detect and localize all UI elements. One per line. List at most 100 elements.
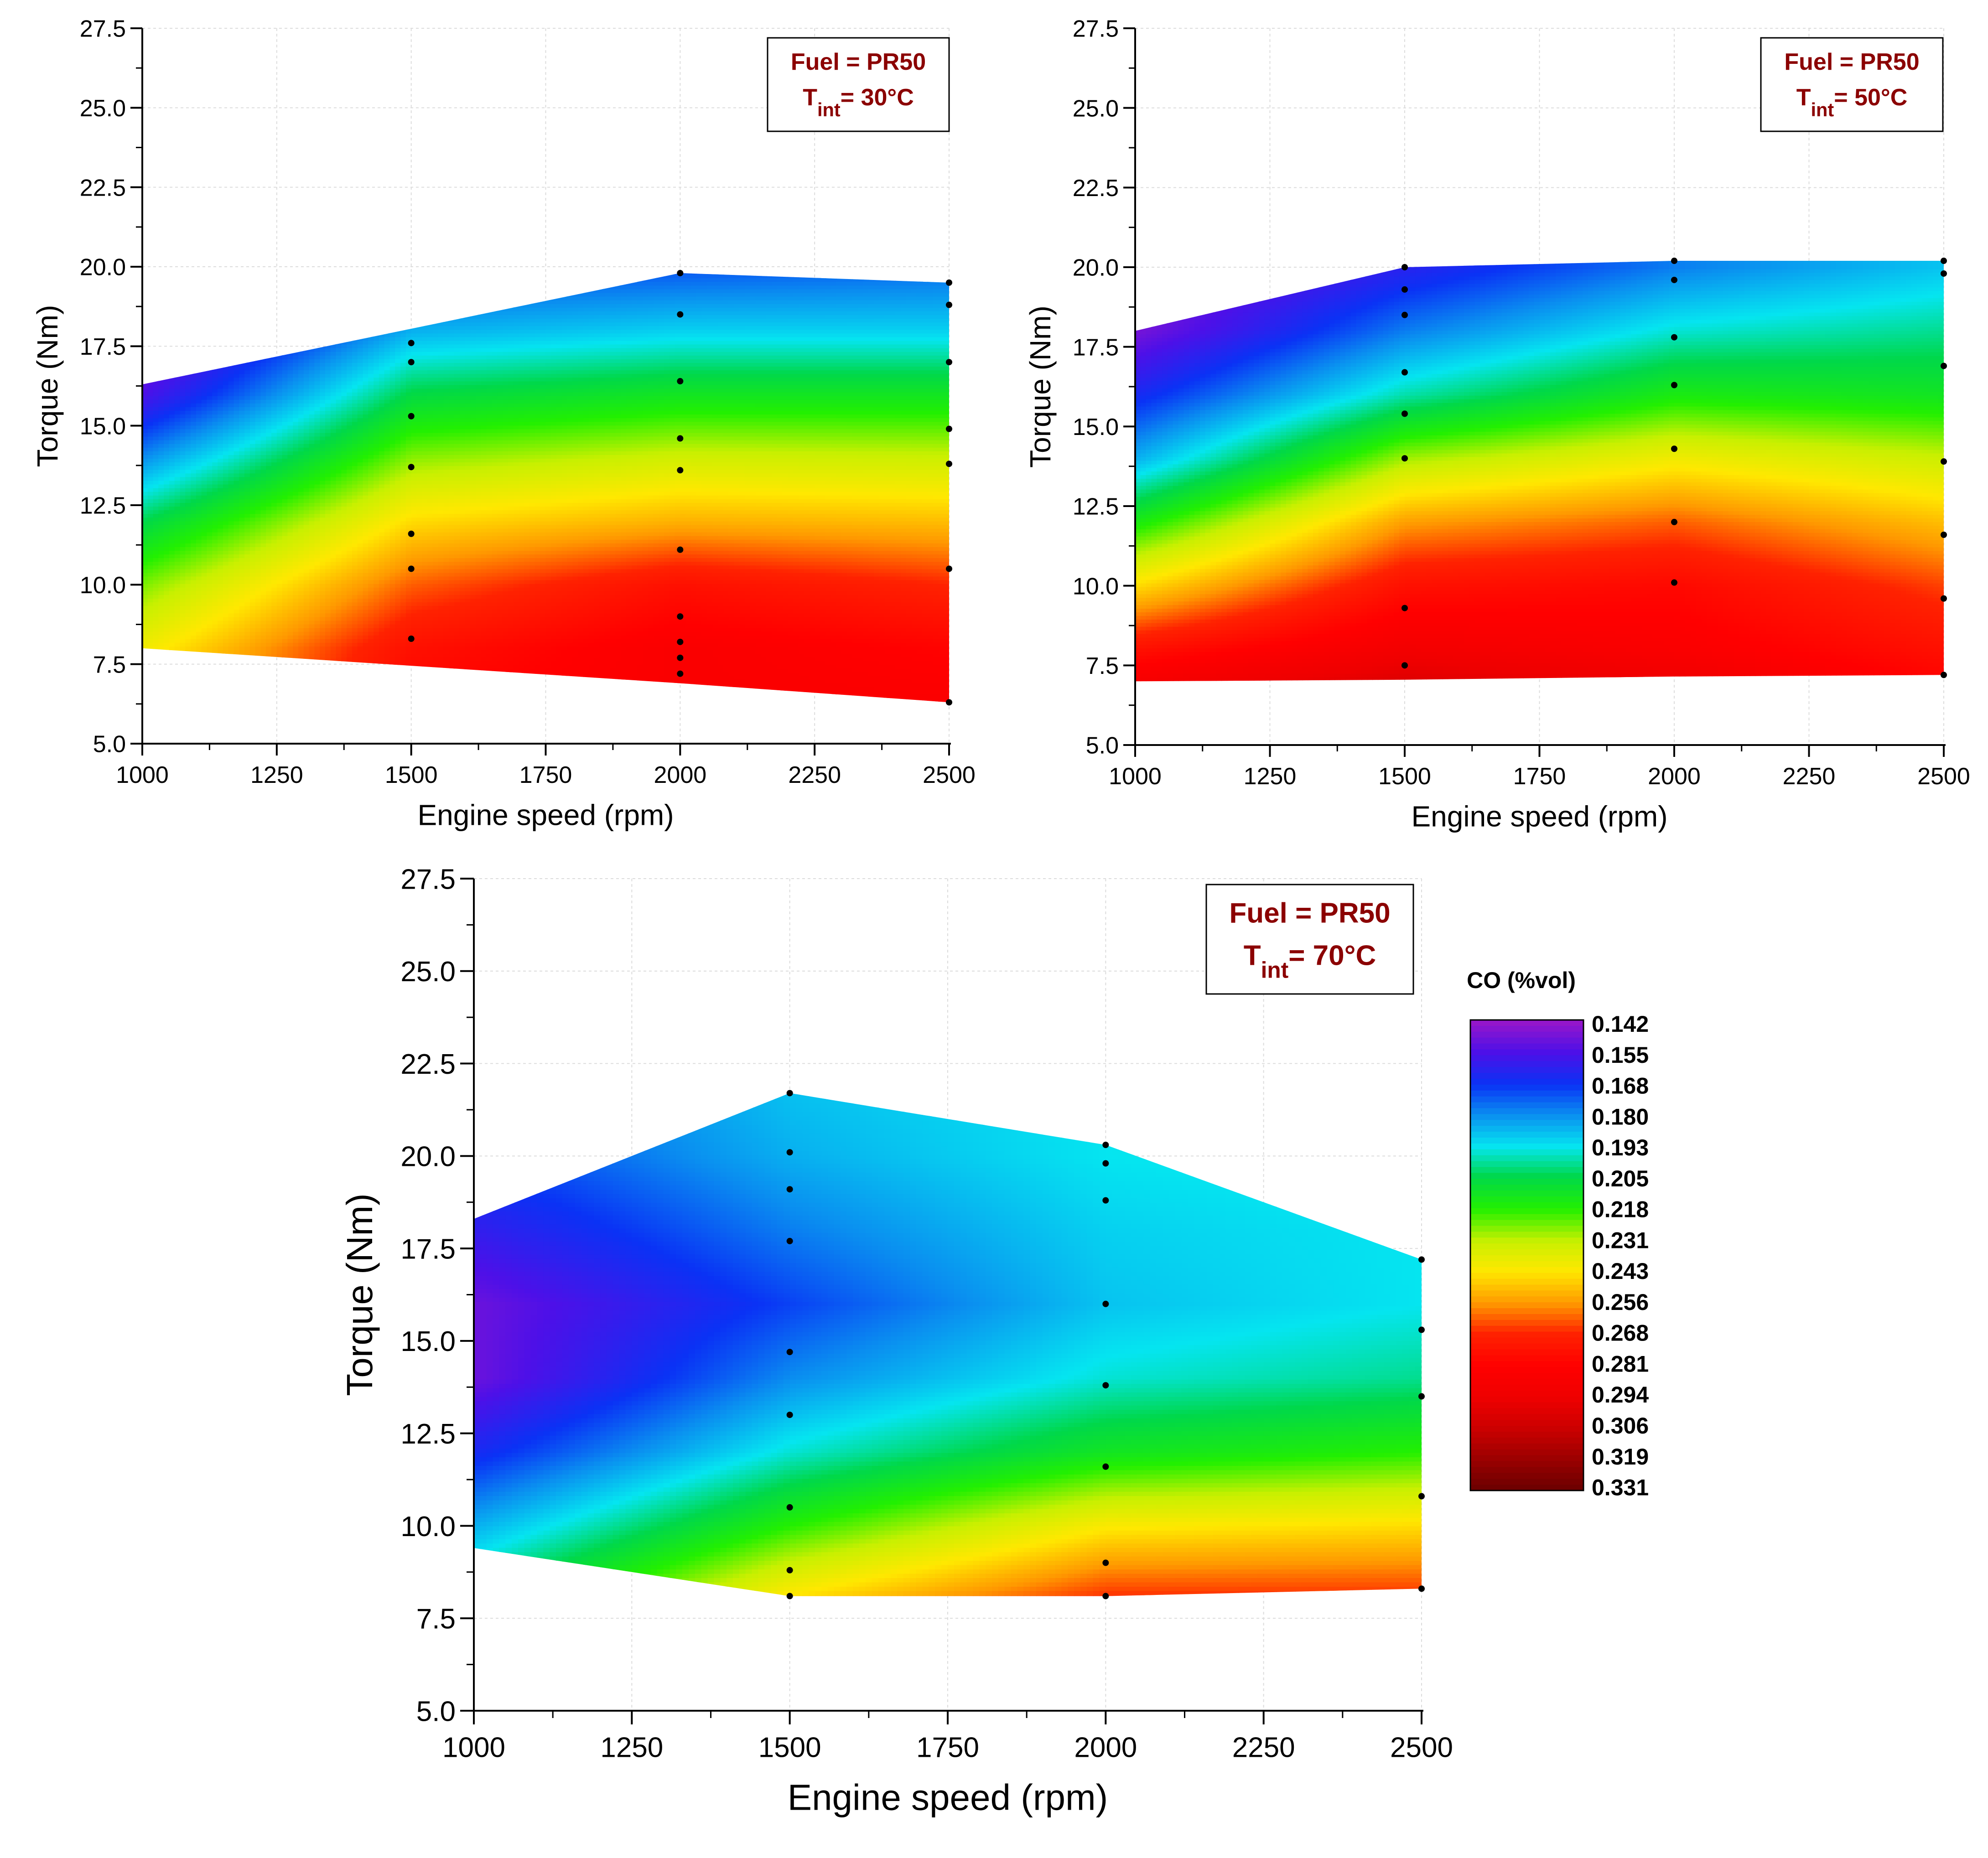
y-tick-label: 5.0 <box>1086 733 1119 759</box>
data-point <box>1941 270 1947 277</box>
data-point <box>1401 662 1408 669</box>
data-point <box>786 1090 793 1097</box>
data-point <box>408 359 415 366</box>
data-point <box>1418 1393 1425 1400</box>
legend-color-band <box>1470 1308 1583 1315</box>
data-point <box>677 467 684 474</box>
legend-color-band <box>1470 1185 1583 1191</box>
legend-color-band <box>1470 1167 1583 1174</box>
legend-color-bands <box>1470 1020 1583 1491</box>
y-tick-label: 7.5 <box>416 1604 456 1635</box>
data-point <box>1671 518 1677 525</box>
data-point <box>1941 258 1947 264</box>
data-point <box>1401 311 1408 318</box>
legend-color-band <box>1470 1373 1583 1379</box>
condition-box: Fuel = PR50 Tint= 50°C <box>1760 37 1944 132</box>
data-point <box>786 1504 793 1511</box>
y-tick-label: 15.0 <box>400 1326 456 1357</box>
y-axis-title: Torque (Nm) <box>1024 305 1057 468</box>
data-point <box>1102 1142 1109 1148</box>
legend-level-label: 0.155 <box>1592 1042 1649 1068</box>
legend-color-band <box>1470 1226 1583 1232</box>
legend-color-band <box>1470 1243 1583 1250</box>
legend-color-band <box>1470 1084 1583 1091</box>
legend-frame <box>1469 1019 1584 1491</box>
tint-prefix: T <box>1796 84 1811 111</box>
legend-color-band <box>1470 1149 1583 1156</box>
legend-level-label: 0.231 <box>1592 1227 1649 1253</box>
data-point <box>677 638 684 645</box>
data-point <box>1941 458 1947 465</box>
tint-prefix: T <box>803 84 817 111</box>
data-point <box>786 1186 793 1193</box>
legend-color-band <box>1470 1049 1583 1056</box>
axes: 1000 1250 1500 1750 2000 2250 2500 5.0 7.5 10.0 12… <box>1073 16 1970 790</box>
axes: 1000 1250 1500 1750 2000 2250 2500 5.0 7.5 10.0 12… <box>80 16 976 788</box>
y-tick-label: 22.5 <box>400 1049 456 1080</box>
x-tick-label: 2500 <box>1917 763 1970 790</box>
y-tick-label: 22.5 <box>80 175 126 201</box>
legend-color-band <box>1470 1396 1583 1403</box>
y-tick-label: 25.0 <box>1073 95 1119 122</box>
data-point <box>408 635 415 642</box>
legend-color-band <box>1470 1079 1583 1085</box>
legend-level-label: 0.243 <box>1592 1258 1649 1284</box>
data-point <box>946 359 952 366</box>
y-tick-label: 17.5 <box>80 334 126 360</box>
legend-color-band <box>1470 1190 1583 1197</box>
data-point <box>946 301 952 308</box>
y-tick-label: 20.0 <box>1073 255 1119 281</box>
legend-color-band <box>1470 1426 1583 1432</box>
legend-color-band <box>1470 1208 1583 1215</box>
data-point <box>677 378 684 385</box>
contour-cells <box>474 1093 1422 1596</box>
legend-color-band <box>1470 1067 1583 1074</box>
legend-color-band <box>1470 1325 1583 1332</box>
legend-level-label: 0.193 <box>1592 1135 1649 1160</box>
data-point <box>1671 258 1677 264</box>
data-point <box>1102 1197 1109 1204</box>
data-points <box>786 1090 1425 1599</box>
x-tick-label: 2000 <box>1648 763 1701 790</box>
legend-color-band <box>1470 1138 1583 1144</box>
legend-color-band <box>1470 1302 1583 1309</box>
legend-color-band <box>1470 1061 1583 1068</box>
tint-value: = 30°C <box>841 84 914 111</box>
tint-subscript: int <box>1261 957 1289 983</box>
y-tick-label: 5.0 <box>93 731 126 758</box>
legend-color-band <box>1470 1414 1583 1421</box>
x-tick-label: 1250 <box>600 1732 663 1763</box>
legend-level-label: 0.306 <box>1592 1413 1649 1439</box>
y-tick-label: 12.5 <box>1073 494 1119 520</box>
y-axis-title: Torque (Nm) <box>339 1193 380 1396</box>
data-point <box>1102 1593 1109 1599</box>
data-point <box>1401 455 1408 462</box>
data-point <box>408 565 415 572</box>
legend-color-band <box>1470 1384 1583 1391</box>
x-tick-label: 1000 <box>116 762 169 788</box>
legend-color-band <box>1470 1455 1583 1462</box>
legend-level-label: 0.268 <box>1592 1320 1649 1346</box>
legend-color-band <box>1470 1102 1583 1109</box>
data-point <box>408 464 415 471</box>
legend-color-band <box>1470 1432 1583 1438</box>
x-tick-label: 1000 <box>442 1732 505 1763</box>
legend-color-band <box>1470 1261 1583 1268</box>
y-tick-label: 22.5 <box>1073 175 1119 202</box>
data-point <box>1671 334 1677 341</box>
data-point <box>1941 595 1947 602</box>
x-axis-title: Engine speed (rpm) <box>1411 800 1667 833</box>
data-point <box>1418 1585 1425 1592</box>
data-point <box>1401 410 1408 417</box>
legend-level-label: 0.294 <box>1592 1382 1649 1408</box>
legend-color-band <box>1470 1290 1583 1297</box>
y-tick-label: 20.0 <box>400 1141 456 1173</box>
legend-color-band <box>1470 1132 1583 1138</box>
legend-color-band <box>1470 1220 1583 1227</box>
data-point <box>677 311 684 318</box>
legend-color-band <box>1470 1473 1583 1480</box>
legend-color-band <box>1470 1378 1583 1385</box>
data-point <box>1401 369 1408 376</box>
legend-color-band <box>1470 1255 1583 1262</box>
legend-color-band <box>1470 1314 1583 1320</box>
